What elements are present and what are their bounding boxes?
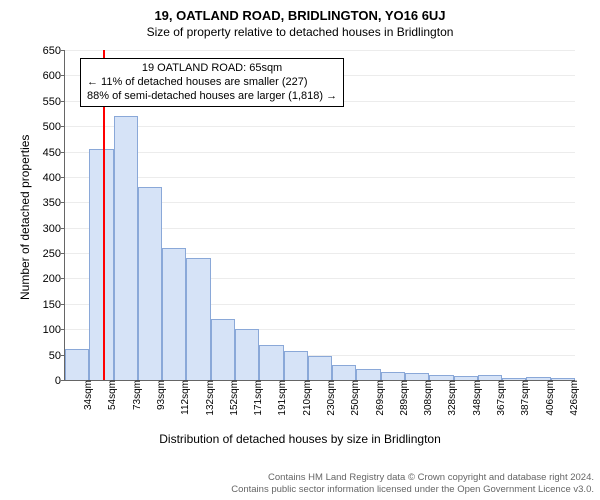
- xtick-label: 112sqm: [178, 380, 191, 415]
- xtick-label: 289sqm: [397, 380, 410, 416]
- xtick-label: 367sqm: [494, 380, 507, 416]
- ytick-label: 650: [43, 45, 65, 57]
- xtick-label: 191sqm: [275, 380, 288, 416]
- xtick-label: 348sqm: [470, 380, 483, 416]
- xtick-label: 250sqm: [348, 380, 361, 416]
- histogram-bar: [162, 248, 186, 380]
- histogram-bar: [138, 187, 162, 380]
- xtick-label: 93sqm: [154, 380, 167, 410]
- histogram-bar: [381, 372, 405, 380]
- histogram-bar: [308, 356, 332, 380]
- xtick-label: 230sqm: [324, 380, 337, 416]
- ytick-label: 200: [43, 273, 65, 285]
- histogram-bar: [186, 258, 210, 380]
- histogram-bar: [114, 116, 138, 380]
- ytick-label: 250: [43, 248, 65, 260]
- annotation-line-1: 19 OATLAND ROAD: 65sqm: [87, 62, 337, 76]
- gridline: [65, 126, 575, 127]
- gridline: [65, 152, 575, 153]
- histogram-bar: [356, 369, 380, 380]
- xtick-label: 308sqm: [421, 380, 434, 416]
- ytick-label: 400: [43, 172, 65, 184]
- xtick-label: 132sqm: [203, 380, 216, 416]
- ytick-label: 0: [55, 375, 65, 387]
- footer-attribution: Contains HM Land Registry data © Crown c…: [231, 472, 594, 496]
- ytick-label: 50: [49, 350, 65, 362]
- histogram-bar: [235, 329, 259, 380]
- xtick-label: 54sqm: [105, 380, 118, 410]
- xtick-label: 406sqm: [543, 380, 556, 416]
- xtick-label: 328sqm: [445, 380, 458, 416]
- x-axis-label: Distribution of detached houses by size …: [0, 432, 600, 446]
- y-axis-label: Number of detached properties: [18, 135, 32, 300]
- annotation-box: 19 OATLAND ROAD: 65sqm ← 11% of detached…: [80, 58, 344, 107]
- chart-area: Number of detached properties 0 50 100 150 2…: [0, 0, 600, 500]
- annotation-line-2: ← 11% of detached houses are smaller (22…: [87, 76, 337, 90]
- xtick-label: 387sqm: [518, 380, 531, 416]
- histogram-bar: [405, 373, 429, 380]
- annotation-line-3: 88% of semi-detached houses are larger (…: [87, 90, 337, 104]
- histogram-bar: [284, 351, 308, 380]
- gridline: [65, 177, 575, 178]
- footer-line-1: Contains HM Land Registry data © Crown c…: [231, 472, 594, 484]
- histogram-bar: [332, 365, 356, 380]
- ytick-label: 300: [43, 223, 65, 235]
- footer-line-2: Contains public sector information licen…: [231, 484, 594, 496]
- xtick-label: 210sqm: [300, 380, 313, 416]
- ytick-label: 100: [43, 324, 65, 336]
- ytick-label: 550: [43, 96, 65, 108]
- gridline: [65, 50, 575, 51]
- histogram-bar: [89, 149, 113, 380]
- xtick-label: 426sqm: [567, 380, 580, 416]
- ytick-label: 450: [43, 147, 65, 159]
- histogram-bar: [211, 319, 235, 380]
- histogram-bar: [65, 349, 89, 380]
- xtick-label: 73sqm: [130, 380, 143, 410]
- xtick-label: 171sqm: [251, 380, 264, 416]
- xtick-label: 152sqm: [227, 380, 240, 416]
- xtick-label: 269sqm: [373, 380, 386, 416]
- histogram-bar: [259, 345, 283, 380]
- ytick-label: 600: [43, 70, 65, 82]
- ytick-label: 150: [43, 299, 65, 311]
- ytick-label: 500: [43, 121, 65, 133]
- ytick-label: 350: [43, 197, 65, 209]
- xtick-label: 34sqm: [81, 380, 94, 410]
